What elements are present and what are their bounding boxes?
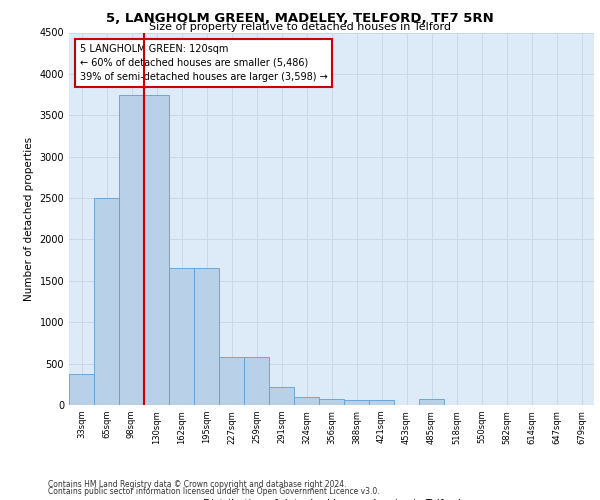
- Bar: [419, 399, 444, 405]
- Bar: [294, 396, 319, 405]
- Bar: [269, 387, 294, 405]
- Text: 5 LANGHOLM GREEN: 120sqm
← 60% of detached houses are smaller (5,486)
39% of sem: 5 LANGHOLM GREEN: 120sqm ← 60% of detach…: [79, 44, 327, 82]
- Text: Size of property relative to detached houses in Telford: Size of property relative to detached ho…: [149, 22, 451, 32]
- Bar: [219, 358, 244, 405]
- Bar: [94, 198, 119, 405]
- Text: Contains public sector information licensed under the Open Government Licence v3: Contains public sector information licen…: [48, 488, 380, 496]
- Text: Contains HM Land Registry data © Crown copyright and database right 2024.: Contains HM Land Registry data © Crown c…: [48, 480, 347, 489]
- Bar: [144, 94, 169, 405]
- Text: 5, LANGHOLM GREEN, MADELEY, TELFORD, TF7 5RN: 5, LANGHOLM GREEN, MADELEY, TELFORD, TF7…: [106, 12, 494, 26]
- Bar: [194, 268, 219, 405]
- Bar: [169, 268, 194, 405]
- Bar: [244, 358, 269, 405]
- Bar: [119, 94, 144, 405]
- Bar: [369, 400, 394, 405]
- Bar: [69, 374, 94, 405]
- Bar: [344, 400, 369, 405]
- Y-axis label: Number of detached properties: Number of detached properties: [24, 136, 34, 301]
- Bar: [319, 399, 344, 405]
